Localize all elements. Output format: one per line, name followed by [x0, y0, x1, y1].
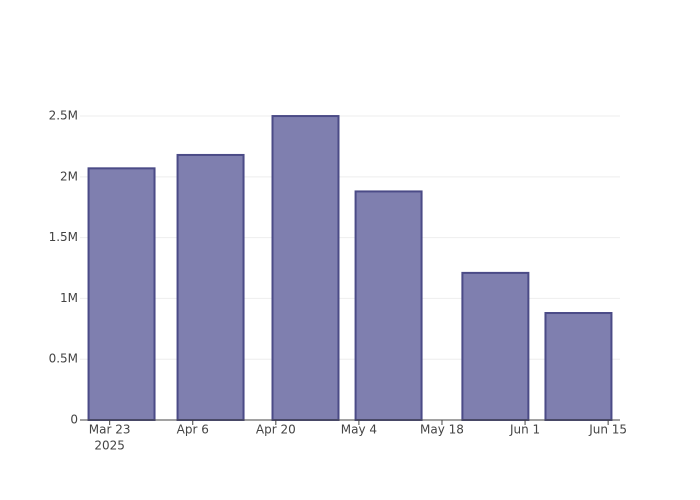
bar — [176, 153, 245, 421]
x-year-label: 2025 — [94, 439, 125, 453]
bar — [87, 167, 156, 421]
x-tick-label: Apr 20 — [256, 423, 296, 437]
x-tick-label: Jun 15 — [588, 423, 627, 437]
x-tick-label: Apr 6 — [177, 423, 209, 437]
y-tick-label: 1.5M — [49, 230, 78, 244]
y-tick-label: 1M — [60, 291, 78, 305]
y-tick-label: 2.5M — [49, 109, 78, 123]
x-tick-label: May 18 — [420, 423, 464, 437]
bar — [354, 190, 423, 421]
bar — [461, 271, 530, 421]
y-tick-label: 2M — [60, 169, 78, 183]
x-tick-label: Mar 23 — [89, 423, 131, 437]
y-tick-label: 0 — [70, 413, 78, 427]
bar — [271, 115, 340, 421]
y-tick-label: 0.5M — [49, 352, 78, 366]
x-tick-label: Jun 1 — [509, 423, 540, 437]
x-tick-label: May 4 — [341, 423, 377, 437]
bar — [544, 312, 613, 422]
